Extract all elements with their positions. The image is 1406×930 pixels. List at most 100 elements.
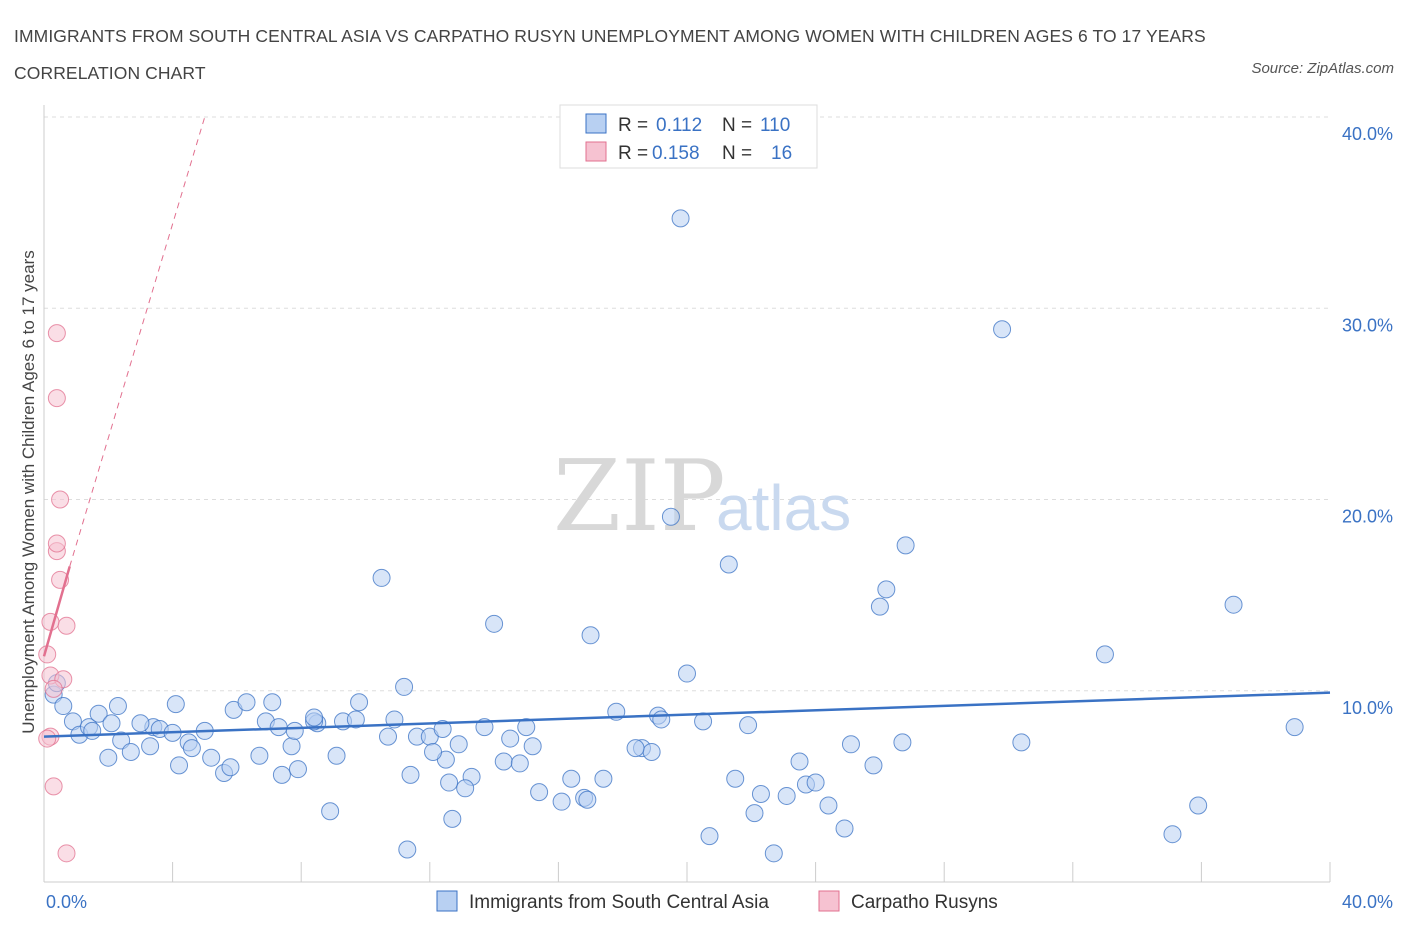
x-tick-label-0: 0.0% [46, 892, 87, 912]
south-central-asia-point-96 [379, 727, 398, 746]
south-central-asia-point-14 [141, 737, 160, 756]
watermark: ZIP atlas [553, 440, 851, 554]
chart-title: IMMIGRANTS FROM SOUTH CENTRAL ASIA VS CA… [14, 26, 1206, 83]
x-tick-labels: 0.0% 40.0% [46, 892, 1393, 912]
legend-swatch-blue [585, 113, 607, 134]
y-tick-label-0: 10.0% [1342, 698, 1393, 718]
south-central-asia-point-72 [764, 844, 783, 863]
legend-bottom: Immigrants from South Central Asia Carpa… [436, 890, 998, 913]
south-central-asia-point-69 [726, 769, 745, 788]
trendline-south-central-asia [43, 691, 1331, 738]
south-central-asia-point-85 [1095, 645, 1114, 664]
south-central-asia-point-40 [401, 765, 420, 784]
south-central-asia-point-95 [305, 708, 324, 727]
south-central-asia-point-82 [896, 536, 915, 555]
south-central-asia-point-101 [739, 716, 758, 735]
south-central-asia-point-107 [424, 742, 443, 761]
south-central-asia-point-109 [285, 721, 304, 740]
legend-bottom-label-pink: Carpatho Rusyns [851, 892, 998, 913]
south-central-asia-point-36 [372, 568, 391, 587]
south-central-asia-point-44 [440, 773, 459, 792]
south-central-asia-point-98 [578, 790, 597, 809]
south-central-asia-point-11 [99, 748, 118, 767]
axes [43, 105, 1331, 883]
south-central-asia-point-28 [269, 718, 288, 737]
south-central-asia-point-8 [102, 714, 121, 733]
south-central-asia-point-67 [694, 712, 713, 731]
south-central-asia-point-106 [517, 718, 536, 737]
y-tick-label-2: 30.0% [1342, 315, 1393, 335]
south-central-asia-point-68 [719, 555, 738, 574]
legend-bottom-label-blue: Immigrants from South Central Asia [469, 892, 769, 913]
south-central-asia-point-26 [263, 693, 282, 712]
south-central-asia-point-35 [321, 802, 340, 821]
x-tick-label-1: 40.0% [1342, 892, 1393, 912]
legend-n-value-2: 16 [771, 143, 792, 164]
south-central-asia-point-80 [877, 580, 896, 599]
y-tick-labels: 10.0% 20.0% 30.0% 40.0% [1342, 124, 1393, 718]
carpatho-rusyns-point-13 [38, 729, 57, 748]
south-central-asia-point-55 [552, 792, 571, 811]
legend-r-value-1: 0.112 [656, 115, 702, 136]
south-central-asia-point-56 [562, 769, 581, 788]
south-central-asia-point-45 [443, 809, 462, 828]
legend-n-label-1: N = [722, 115, 752, 136]
legend-swatch-pink [585, 141, 607, 162]
south-central-asia-point-24 [250, 746, 269, 765]
trend-lines [42, 116, 1331, 738]
south-central-asia-point-51 [494, 752, 513, 771]
legend-bottom-swatch-blue [436, 890, 458, 912]
south-central-asia-point-99 [626, 739, 645, 758]
south-central-asia-point-29 [282, 737, 301, 756]
south-central-asia-point-92 [131, 714, 150, 733]
carpatho-rusyns-point-0 [47, 324, 66, 343]
south-central-asia-point-62 [642, 742, 661, 761]
y-axis-label: Unemployment Among Women with Children A… [19, 250, 38, 734]
south-central-asia-point-16 [170, 756, 189, 775]
legend-r-label-2: R = [618, 143, 648, 164]
south-central-asia-point-59 [594, 769, 613, 788]
carpatho-rusyns-point-1 [47, 389, 66, 408]
south-central-asia-point-1 [54, 697, 73, 716]
south-central-asia-point-52 [485, 614, 504, 633]
south-central-asia-point-94 [350, 693, 369, 712]
trendline-carpatho-rusyns-extension [69, 116, 206, 567]
south-central-asia-point-84 [1012, 733, 1031, 752]
south-central-asia-point-91 [166, 695, 185, 714]
legend-bottom-swatch-pink [818, 890, 840, 912]
south-central-asia-point-65 [678, 664, 696, 683]
south-central-asia-point-70 [745, 804, 764, 823]
legend-n-value-1: 110 [760, 115, 790, 136]
south-central-asia-point-104 [700, 827, 719, 846]
south-central-asia-point-10 [121, 742, 140, 761]
south-central-asia-point-87 [1189, 796, 1208, 815]
south-central-asia-point-54 [530, 783, 549, 802]
south-central-asia-point-89 [1285, 718, 1304, 737]
grid-lines [44, 116, 1330, 692]
south-central-asia-point-50 [501, 729, 520, 748]
series-south-central-asia [44, 209, 1304, 863]
y-tick-label-3: 40.0% [1342, 124, 1393, 144]
watermark-zip: ZIP [553, 440, 726, 554]
south-central-asia-point-103 [806, 773, 825, 792]
carpatho-rusyns-point-15 [57, 844, 76, 863]
south-central-asia-point-100 [652, 710, 671, 729]
south-central-asia-point-76 [835, 819, 854, 838]
trendline-carpatho-rusyns [42, 566, 71, 657]
south-central-asia-point-18 [182, 739, 201, 758]
south-central-asia-point-93 [108, 697, 127, 716]
south-central-asia-point-58 [581, 626, 600, 645]
south-central-asia-point-41 [398, 840, 417, 859]
y-tick-label-1: 20.0% [1342, 507, 1393, 527]
south-central-asia-point-97 [456, 779, 475, 798]
south-central-asia-point-46 [433, 720, 452, 738]
carpatho-rusyns-point-4 [47, 534, 66, 553]
series-carpatho-rusyns [38, 324, 76, 863]
south-central-asia-point-7 [83, 721, 102, 740]
carpatho-rusyns-point-6 [57, 616, 76, 635]
watermark-atlas: atlas [716, 472, 851, 544]
south-central-asia-point-47 [449, 735, 468, 754]
south-central-asia-point-78 [864, 756, 883, 775]
south-central-asia-point-75 [819, 796, 838, 815]
south-central-asia-point-71 [751, 785, 770, 804]
